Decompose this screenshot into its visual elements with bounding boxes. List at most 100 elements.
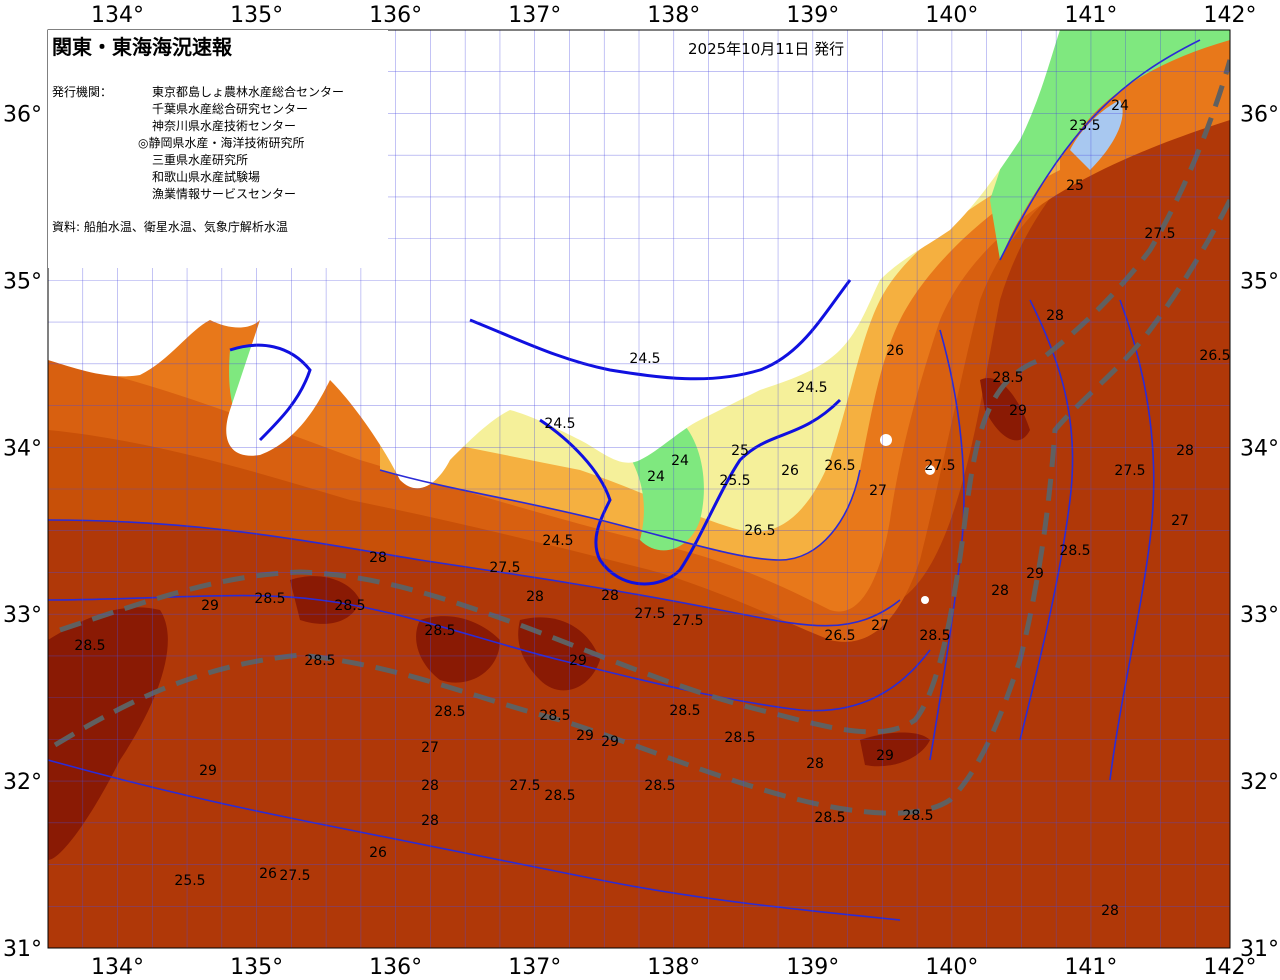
contour-value-label: 27.5 [1114,463,1145,479]
contour-value-label: 28.5 [644,778,675,794]
isotherm-28-5-east [1019,299,1074,741]
isotherm-27-5 [48,519,901,627]
longitude-label-top: 139° [786,3,839,28]
contour-value-label: 28.5 [902,808,933,824]
longitude-label-bottom: 140° [925,955,978,980]
latitude-label-left: 33° [3,603,42,628]
island-2 [925,465,935,475]
latitude-label-right: 35° [1240,269,1279,294]
contour-value-label: 24.5 [629,351,660,367]
longitude-label-top: 138° [647,3,700,28]
contour-value-label: 28 [526,589,544,605]
contour-value-label: 29 [201,598,219,614]
contour-value-label: 27 [1171,513,1189,529]
isotherm-27-5-east [1109,299,1155,781]
longitude-label-top: 136° [369,3,422,28]
longitude-label-top: 141° [1064,3,1117,28]
latitude-label-right: 32° [1240,770,1279,795]
issuer-1: 東京都島しょ農林水産総合センター [152,84,344,99]
contour-value-label: 24 [1111,98,1129,114]
issuer-6: 和歌山県水産試験場 [152,169,260,184]
contour-value-label: 28.5 [304,653,335,669]
contour-value-label: 28.5 [424,623,455,639]
island-1 [880,434,892,446]
contour-labels: 24.5 24.5 24.5 24.5 24 24 25 25.5 26 26.5 26.5 27 27… [74,98,1230,919]
temperature-band-north-east [990,30,1230,260]
contour-value-label: 26.5 [744,523,775,539]
contour-value-label: 29 [569,653,587,669]
data-source: 資料: 船舶水温、衛星水温、気象庁解析水温 [52,219,288,234]
contour-value-label: 26 [781,463,799,479]
issuer-2: 千葉県水産総合研究センター [152,101,308,116]
map-title: 関東・東海海況速報 [52,35,233,59]
contour-value-label: 28.5 [919,628,950,644]
info-panel-background [48,30,388,268]
latitude-label-left: 34° [3,436,42,461]
contour-value-label: 23.5 [1069,118,1100,134]
contour-value-label: 25.5 [719,473,750,489]
contour-value-label: 28.5 [74,638,105,654]
contour-value-label: 28 [369,550,387,566]
latitude-label-right: 33° [1240,603,1279,628]
contour-value-label: 27.5 [672,613,703,629]
longitude-label-top: 134° [91,3,144,28]
contour-value-label: 27 [871,618,889,634]
warm-core-29-west [48,607,168,860]
warm-core-29-offshore [860,732,930,767]
latitude-label-left: 36° [3,102,42,127]
isotherm-28-south [48,759,901,921]
contour-value-label: 27.5 [489,560,520,576]
longitude-label-bottom: 134° [91,955,144,980]
contour-value-label: 25 [1066,178,1084,194]
longitude-label-bottom: 136° [369,955,422,980]
contour-value-label: 29 [1009,403,1027,419]
warm-core-29-boso [980,378,1030,441]
contour-value-label: 28.5 [992,370,1023,386]
latitude-labels-right: 36° 35° 34° 33° 32° 31° [1240,102,1279,962]
contour-value-label: 28 [991,583,1009,599]
latitude-label-right: 34° [1240,436,1279,461]
contour-value-label: 29 [876,748,894,764]
contour-value-label: 29 [576,728,594,744]
latitude-label-left: 31° [3,937,42,962]
island-3 [921,596,929,604]
issue-date: 2025年10月11日 発行 [688,40,844,58]
contour-value-label: 28 [421,813,439,829]
kuroshio-axis [53,59,1230,816]
contour-value-label: 28 [1101,903,1119,919]
longitude-labels-bottom: 134° 135° 136° 137° 138° 139° 140° 141° 142° [91,955,1256,980]
contour-value-label: 26 [886,343,904,359]
contour-value-label: 29 [1026,566,1044,582]
issuer-4: ◎静岡県水産・海洋技術研究所 [138,135,304,150]
issuer-label: 発行機関： [52,84,112,99]
contour-value-label: 28.5 [814,810,845,826]
contour-value-label: 28.5 [254,591,285,607]
contour-value-label: 26.5 [1199,348,1230,364]
isotherm-north-east [999,39,1201,261]
longitude-label-bottom: 141° [1064,955,1117,980]
contour-value-label: 26.5 [824,458,855,474]
longitude-label-top: 137° [508,3,561,28]
contour-value-label: 26 [259,866,277,882]
contour-value-label: 27 [421,740,439,756]
contour-value-label: 25.5 [174,873,205,889]
latitude-label-left: 32° [3,770,42,795]
contour-value-label: 28.5 [334,598,365,614]
contour-value-label: 28 [421,778,439,794]
contour-value-label: 27.5 [509,778,540,794]
latitude-label-right: 31° [1240,937,1279,962]
contour-value-label: 29 [199,763,217,779]
isotherm-26 [379,469,861,561]
contour-value-label: 27.5 [1144,226,1175,242]
issuer-5: 三重県水産研究所 [152,152,248,167]
contour-value-label: 28.5 [724,730,755,746]
contour-value-label: 28.5 [1059,543,1090,559]
contour-value-label: 28 [1046,308,1064,324]
latitude-labels-left: 36° 35° 34° 33° 32° 31° [3,102,42,962]
contour-value-label: 28.5 [669,703,700,719]
isotherm-24-5 [469,279,852,381]
contour-value-label: 28.5 [434,704,465,720]
longitude-label-top: 135° [230,3,283,28]
map-frame [47,29,1231,949]
contour-value-label: 27.5 [924,458,955,474]
